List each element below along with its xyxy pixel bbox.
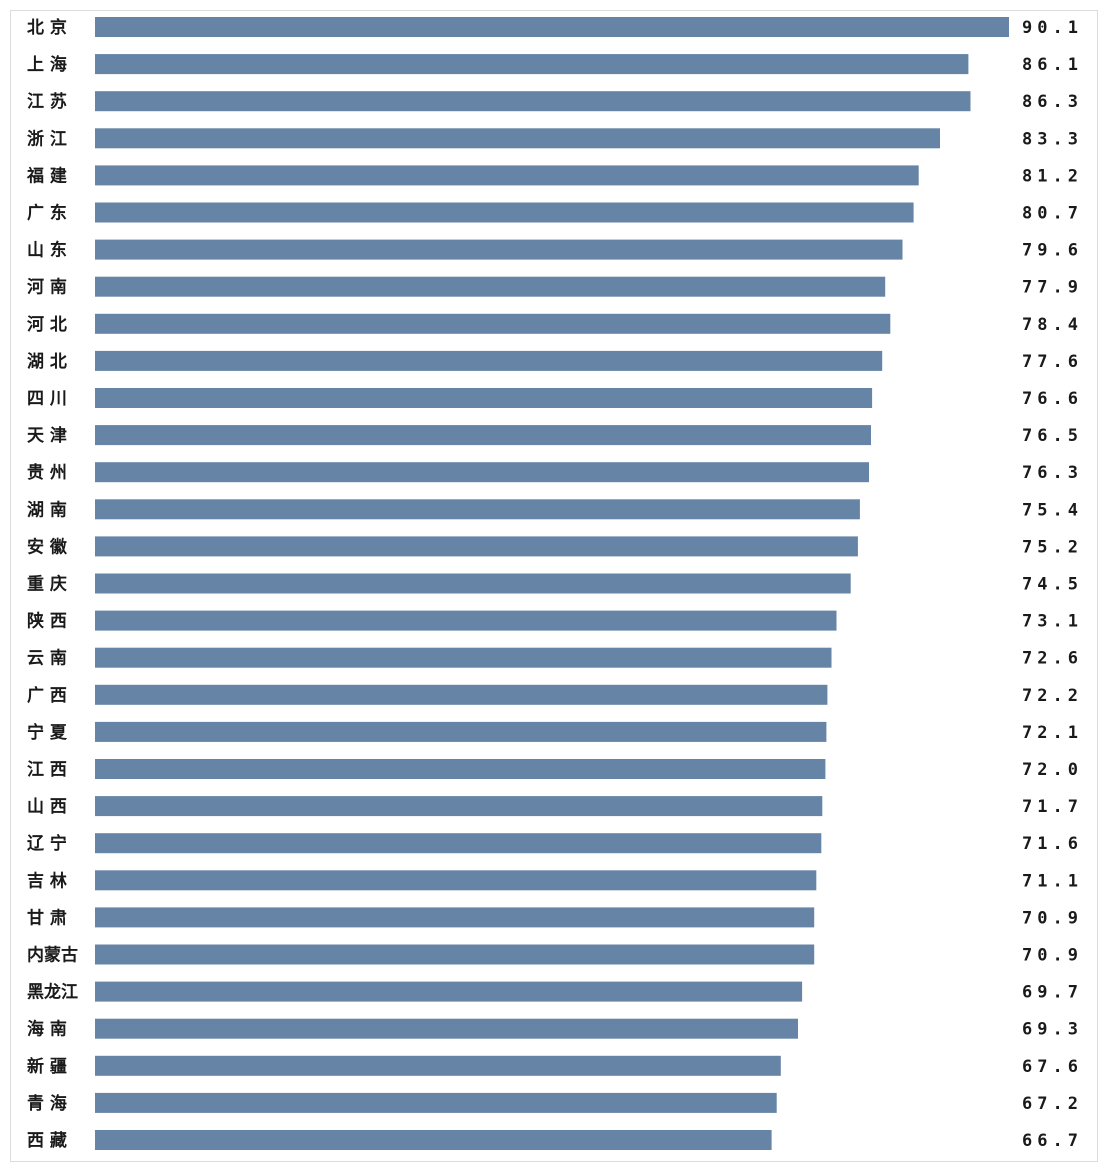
bar: [95, 499, 860, 520]
bar: [95, 1092, 777, 1113]
bar: [95, 313, 891, 334]
value-label: 78.4: [1022, 315, 1083, 335]
category-label: 陕 西: [27, 611, 67, 632]
category-label: 湖 北: [27, 352, 67, 372]
value-label: 69.7: [1022, 983, 1083, 1003]
value-label: 81.2: [1022, 166, 1083, 186]
value-label: 86.3: [1022, 92, 1083, 112]
bar: [95, 1055, 781, 1076]
value-label: 90.1: [1022, 18, 1083, 38]
category-label: 辽 宁: [27, 833, 67, 854]
value-label: 72.6: [1022, 649, 1083, 669]
value-label: 76.5: [1022, 426, 1083, 446]
category-label: 安 徽: [27, 536, 68, 557]
bar: [95, 1130, 772, 1150]
bar: [95, 870, 817, 891]
value-label: 66.7: [1022, 1131, 1083, 1151]
value-label: 76.3: [1022, 463, 1083, 483]
category-label: 吉 林: [27, 870, 67, 891]
category-label: 广 西: [27, 685, 67, 706]
category-label: 甘 肃: [27, 907, 67, 928]
bar: [95, 276, 886, 297]
bar: [95, 350, 883, 371]
category-label: 云 南: [27, 648, 67, 669]
value-label: 71.7: [1022, 797, 1083, 817]
bar: [95, 425, 871, 446]
value-label: 72.2: [1022, 686, 1083, 706]
bar: [95, 165, 919, 186]
category-label: 浙 江: [27, 128, 67, 149]
bar: [95, 981, 803, 1002]
category-label: 青 海: [27, 1093, 67, 1114]
value-label: 71.1: [1022, 871, 1083, 891]
category-label: 湖 南: [27, 499, 67, 520]
bar: [95, 647, 832, 668]
value-label: 71.6: [1022, 834, 1083, 854]
category-label: 内蒙古: [27, 945, 78, 966]
value-label: 70.9: [1022, 946, 1083, 966]
value-label: 75.4: [1022, 500, 1083, 520]
value-label: 77.6: [1022, 352, 1083, 372]
bar: [95, 944, 815, 965]
category-label: 江 西: [27, 760, 67, 780]
category-label: 广 东: [27, 203, 67, 224]
category-label: 北 京: [27, 17, 67, 38]
bar: [95, 684, 828, 705]
bar: [95, 54, 969, 75]
value-label: 70.9: [1022, 908, 1083, 928]
bar: [95, 833, 822, 854]
bar: [95, 573, 851, 594]
bar: [95, 462, 869, 483]
category-label: 山 东: [27, 240, 67, 261]
bar: [95, 91, 971, 112]
value-label: 67.6: [1022, 1057, 1083, 1077]
category-label: 河 北: [27, 315, 67, 335]
category-label: 福 建: [26, 165, 67, 186]
bar: [95, 1018, 798, 1039]
category-label: 重 庆: [27, 574, 67, 595]
value-label: 69.3: [1022, 1020, 1083, 1040]
value-label: 74.5: [1022, 575, 1083, 595]
value-label: 72.1: [1022, 723, 1083, 743]
value-label: 83.3: [1022, 129, 1083, 149]
bar: [95, 610, 837, 631]
bar: [95, 759, 826, 779]
category-label: 四 川: [27, 389, 67, 409]
category-label: 新 疆: [27, 1056, 67, 1077]
category-label: 海 南: [27, 1019, 67, 1040]
bar: [95, 239, 903, 260]
bar: [95, 128, 940, 149]
value-label: 79.6: [1022, 241, 1083, 261]
bar: [95, 907, 815, 928]
value-label: 67.2: [1022, 1094, 1083, 1114]
bar: [95, 202, 914, 223]
value-label: 80.7: [1022, 204, 1083, 224]
category-label: 西 藏: [27, 1131, 67, 1151]
category-label: 贵 州: [27, 462, 67, 483]
value-label: 77.9: [1022, 278, 1083, 298]
bar: [95, 796, 823, 817]
value-label: 73.1: [1022, 612, 1083, 632]
category-label: 山 西: [27, 797, 67, 817]
value-label: 86.1: [1022, 55, 1083, 75]
bar: [95, 17, 1009, 37]
category-label: 宁 夏: [27, 722, 68, 743]
category-label: 河 南: [27, 277, 67, 298]
category-label: 上 海: [27, 54, 67, 75]
category-label: 天 津: [27, 425, 67, 446]
value-label: 72.0: [1022, 760, 1083, 780]
bar: [95, 721, 827, 742]
category-label: 黑龙江: [27, 982, 78, 1003]
bar: [95, 388, 873, 408]
value-label: 75.2: [1022, 537, 1083, 557]
bar: [95, 536, 858, 557]
category-label: 江 苏: [27, 91, 67, 112]
value-label: 76.6: [1022, 389, 1083, 409]
